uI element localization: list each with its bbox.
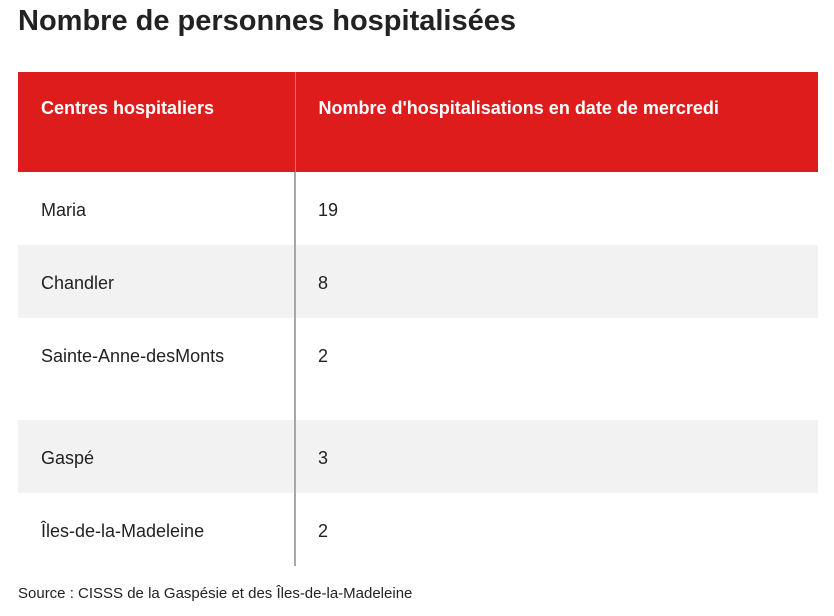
column-header-hospital: Centres hospitaliers xyxy=(18,72,296,172)
cell-count: 3 xyxy=(295,420,818,493)
cell-hospital: Maria xyxy=(18,172,296,245)
source-note: Source : CISSS de la Gaspésie et des Île… xyxy=(18,585,413,602)
cell-hospital: Gaspé xyxy=(18,420,296,493)
cell-hospital: Îles-de-la-Madeleine xyxy=(18,493,296,566)
column-header-count: Nombre d'hospitalisations en date de mer… xyxy=(295,72,818,172)
cell-hospital: Sainte-Anne-desMonts xyxy=(18,318,296,420)
cell-count: 8 xyxy=(295,245,818,318)
cell-count: 2 xyxy=(295,493,818,566)
hospitalization-table: Centres hospitaliers Nombre d'hospitalis… xyxy=(18,72,818,566)
table-row: Sainte-Anne-desMonts 2 xyxy=(18,318,818,420)
table-row: Maria 19 xyxy=(18,172,818,245)
cell-count: 19 xyxy=(295,172,818,245)
cell-count: 2 xyxy=(295,318,818,420)
table-row: Chandler 8 xyxy=(18,245,818,318)
table-row: Gaspé 3 xyxy=(18,420,818,493)
page-title: Nombre de personnes hospitalisées xyxy=(18,5,516,37)
cell-hospital: Chandler xyxy=(18,245,296,318)
table-row: Îles-de-la-Madeleine 2 xyxy=(18,493,818,566)
table-header-row: Centres hospitaliers Nombre d'hospitalis… xyxy=(18,72,818,172)
